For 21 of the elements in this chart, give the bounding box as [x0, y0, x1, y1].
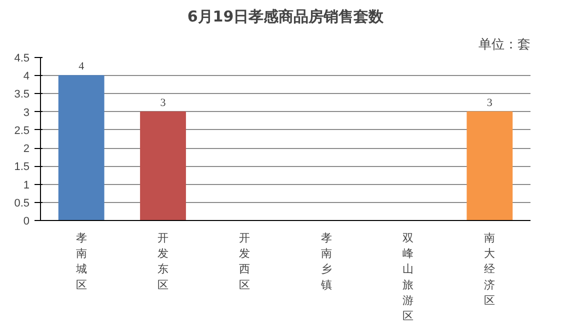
- y-tick-label: 0: [23, 216, 30, 228]
- y-tick-label: 3.5: [14, 88, 30, 101]
- x-tick-label: 开发东区: [158, 232, 168, 292]
- y-tick-label: 1: [23, 179, 30, 192]
- data-label: 3: [160, 96, 166, 109]
- y-tick-label: 0.5: [14, 197, 30, 210]
- y-tick-label: 4: [23, 70, 30, 83]
- data-label: 4: [78, 60, 85, 73]
- data-label: 3: [486, 96, 493, 109]
- y-tick-label: 2.5: [14, 124, 30, 137]
- x-tick-label: 双峰山旅游区: [402, 232, 414, 322]
- y-tick-label: 3: [23, 106, 30, 119]
- chart-title: 6月19日孝感商品房销售套数: [187, 8, 385, 26]
- x-tick-label: 孝南乡镇: [320, 232, 332, 292]
- y-tick-label: 1.5: [14, 161, 30, 174]
- x-tick-label: 孝南城区: [74, 232, 87, 292]
- x-tick-label: 南大经济区: [484, 232, 496, 307]
- y-tick-label: 4.5: [14, 52, 30, 64]
- y-tick-label: 2: [23, 143, 30, 156]
- text: 单位：套: [478, 38, 530, 52]
- x-tick-label: 开发西区: [239, 232, 250, 292]
